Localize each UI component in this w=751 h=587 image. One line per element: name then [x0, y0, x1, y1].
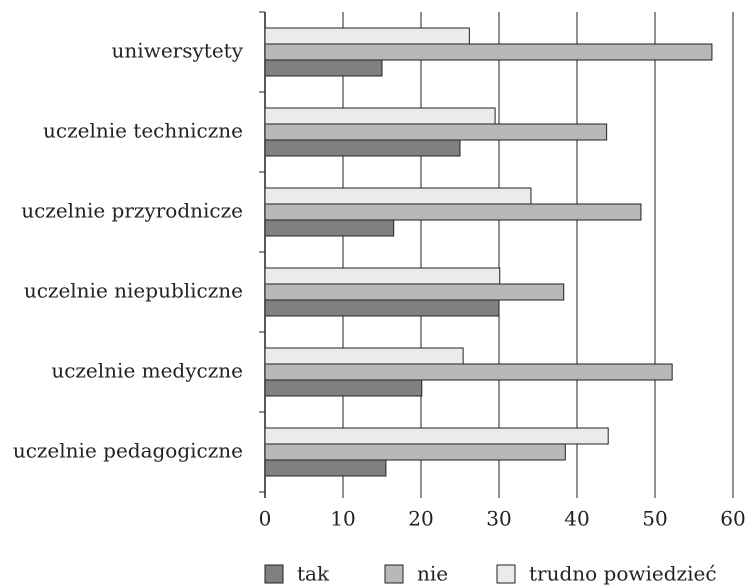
legend-label: nie — [417, 562, 448, 586]
legend-label: trudno powiedzieć — [529, 562, 717, 586]
bar — [264, 459, 387, 477]
y-tick-label: uniwersytety — [112, 39, 244, 63]
x-tick-label: 10 — [330, 507, 355, 531]
x-tick-label: 0 — [259, 507, 272, 531]
y-tick-label: uczelnie pedagogiczne — [13, 439, 243, 463]
bar — [264, 379, 423, 397]
bar — [264, 43, 713, 61]
legend-swatch — [384, 564, 404, 584]
y-tick-label: uczelnie medyczne — [51, 359, 243, 383]
bar — [264, 139, 461, 157]
y-tick-label: uczelnie techniczne — [43, 119, 243, 143]
legend-swatch — [496, 564, 516, 584]
x-tick-label: 50 — [642, 507, 667, 531]
bar — [264, 299, 500, 317]
bar — [264, 187, 532, 205]
bar — [264, 59, 383, 77]
x-tick-label: 30 — [486, 507, 511, 531]
bar — [264, 363, 673, 381]
bar — [264, 443, 566, 461]
bar — [264, 107, 496, 125]
bar — [264, 123, 608, 141]
bar — [264, 427, 609, 445]
bar — [264, 203, 642, 221]
legend-label: tak — [297, 562, 330, 586]
x-tick-label: 40 — [564, 507, 589, 531]
y-tick-label: uczelnie niepubliczne — [24, 279, 243, 303]
bar — [264, 267, 501, 285]
x-tick-label: 60 — [720, 507, 745, 531]
bar — [264, 27, 470, 45]
y-tick-label: uczelnie przyrodnicze — [21, 199, 243, 223]
bar — [264, 347, 464, 365]
bar — [264, 219, 395, 237]
x-tick-label: 20 — [408, 507, 433, 531]
bar — [264, 283, 565, 301]
legend-swatch — [264, 564, 284, 584]
